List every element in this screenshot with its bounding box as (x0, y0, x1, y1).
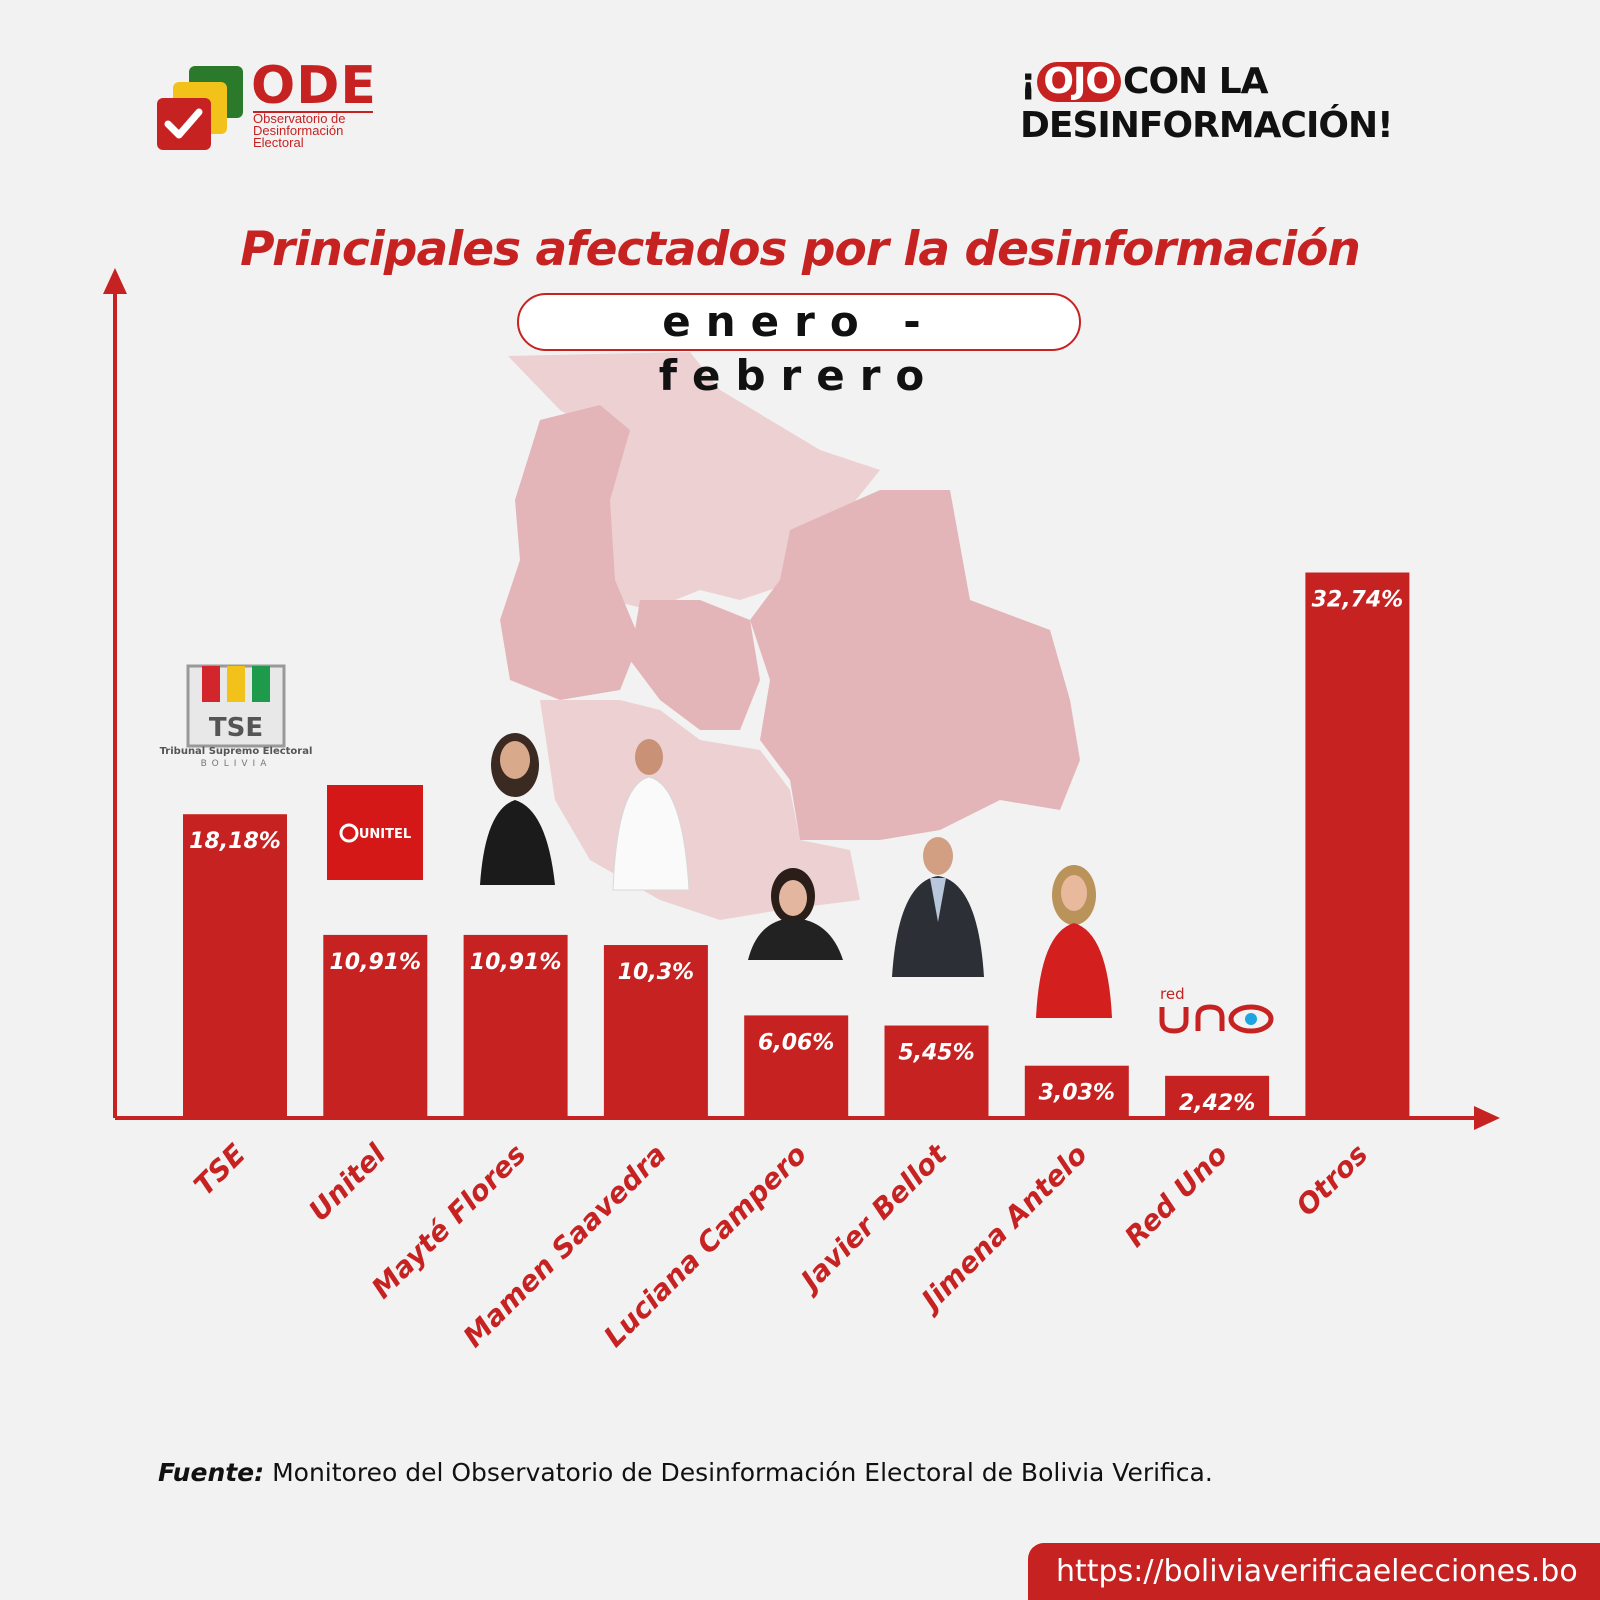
bar-javier-bellot (884, 1025, 989, 1116)
y-axis-arrow (103, 268, 127, 294)
slogan-highlight: OJO (1037, 62, 1122, 102)
bar-value-label: 32,74% (1312, 588, 1404, 613)
chart-title: Principales afectados por la desinformac… (240, 222, 1361, 277)
chart-subtitle: enero - febrero (658, 297, 940, 400)
website-url-text[interactable]: https://boliviaverificaelecciones.bo (1056, 1554, 1578, 1589)
person-jimena-antelo (1036, 865, 1112, 1018)
logo-subtitle-line: Electoral (253, 135, 304, 150)
unitel-logo-text: UNITEL (359, 827, 411, 842)
slogan-line2: DESINFORMACIÓN! (1020, 105, 1394, 146)
category-label: Javier Bellot (791, 1136, 955, 1300)
bar-jimena-antelo (1024, 1065, 1129, 1116)
map-region-center (630, 600, 760, 730)
person-javier-bellot (892, 837, 984, 977)
slogan: ¡ OJO CON LA DESINFORMACIÓN! (1020, 60, 1460, 148)
bar-value-label: 3,03% (1039, 1081, 1115, 1106)
red-uno-logo: red (1159, 985, 1274, 1034)
logo-subtitle-line: Desinformación (253, 123, 344, 138)
bar-value-label: 2,42% (1179, 1091, 1255, 1116)
red-uno-small: red (1160, 985, 1185, 1003)
category-label: Unitel (302, 1137, 392, 1227)
ode-logo: ODE Observatorio de Desinformación Elect… (155, 56, 395, 162)
logo-divider (253, 111, 373, 113)
source-text: Monitoreo del Observatorio de Desinforma… (272, 1458, 1213, 1487)
person-luciana-campero (748, 868, 843, 960)
bar-mayt-flores (463, 934, 568, 1116)
bars (183, 572, 1410, 1116)
slogan-prefix: ¡ (1020, 61, 1036, 102)
ode-logo-mark (157, 66, 243, 150)
bar-red-uno (1165, 1075, 1270, 1116)
bar-value-label: 10,91% (329, 950, 421, 975)
logo-subtitle: Observatorio de Desinformación Electoral (253, 111, 393, 150)
logo-subtitle-line: Observatorio de (253, 111, 346, 126)
map-region-west (500, 405, 640, 700)
bar-otros (1305, 572, 1410, 1116)
bar-mamen-saavedra (603, 945, 708, 1116)
map-region-east (750, 490, 1080, 840)
period-pill: enero - febrero (517, 293, 1081, 400)
bar-value-label: 5,45% (898, 1041, 974, 1066)
tse-logo-line1: Tribunal Supremo Electoral (160, 746, 313, 757)
bar-value-label: 18,18% (189, 829, 281, 854)
unitel-logo: UNITEL (327, 785, 423, 880)
website-url[interactable]: https://boliviaverificaelecciones.bo (1028, 1543, 1600, 1600)
source-note: Fuente: Monitoreo del Observatorio de De… (158, 1458, 1213, 1487)
slogan-rest: CON LA (1123, 61, 1268, 102)
bar-value-labels: 18,18% 10,91% 10,91% 10,3% 6,06% 5,45% 3,03% 2,… (189, 588, 1403, 1116)
bar-value-label: 10,91% (470, 950, 562, 975)
tse-logo-line2: BOLIVIA (201, 759, 272, 769)
category-label: TSE (187, 1138, 252, 1203)
bar-unitel (323, 934, 428, 1116)
tse-logo: TSE Tribunal Supremo Electoral BOLIVIA (160, 664, 313, 769)
person-mamen-saavedra (612, 739, 690, 891)
category-label: Otros (1290, 1138, 1375, 1223)
tse-logo-text: TSE (209, 713, 263, 743)
bar-value-label: 10,3% (618, 960, 694, 985)
bar-luciana-campero (744, 1015, 849, 1116)
x-axis-arrow (1474, 1106, 1500, 1130)
source-label: Fuente: (158, 1458, 265, 1487)
bolivia-map (500, 352, 1080, 920)
bar-value-label: 6,06% (758, 1030, 834, 1055)
person-mayte-flores (480, 733, 555, 885)
category-label: Red Uno (1118, 1138, 1234, 1254)
bar-tse (183, 814, 287, 1116)
logo-word: ODE (251, 56, 377, 116)
